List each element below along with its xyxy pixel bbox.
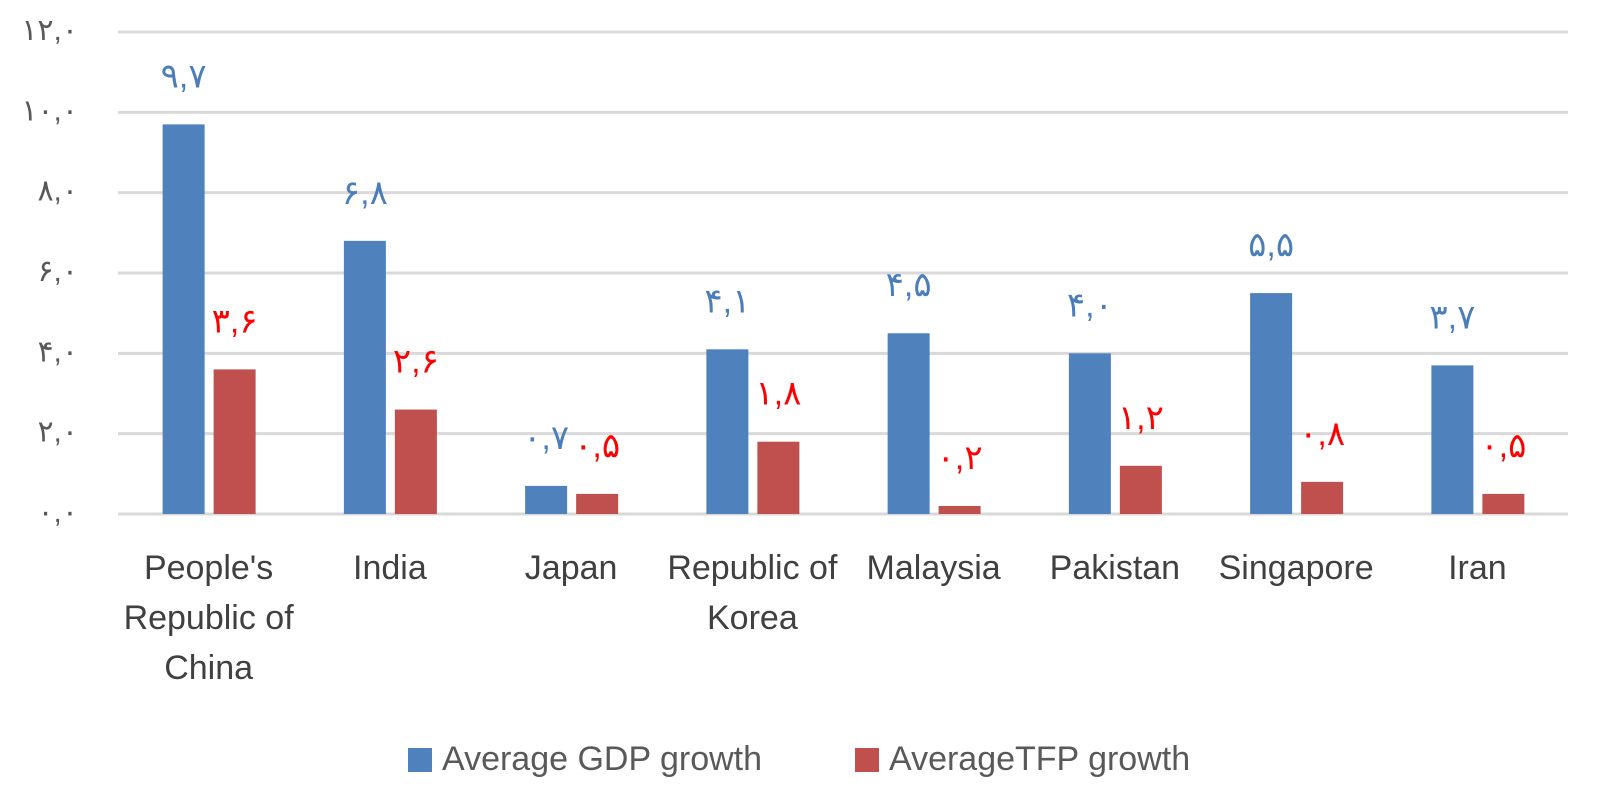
y-tick-label: ۰,۰ (37, 496, 78, 529)
data-label: ۱,۸ (755, 375, 801, 413)
legend-label: AverageTFP growth (889, 740, 1190, 778)
y-tick-label: ۴,۰ (37, 335, 78, 368)
bar (757, 441, 800, 514)
x-tick-label: Iran (1448, 549, 1507, 587)
bar (1119, 465, 1162, 514)
data-label: ۱,۲ (1118, 399, 1164, 437)
y-tick-label: ۲,۰ (37, 416, 78, 449)
legend-swatch (408, 748, 432, 772)
data-label: ۳,۷ (1429, 298, 1475, 336)
x-tick-label: People's Republic of China (123, 549, 294, 687)
bar (162, 124, 205, 514)
bar (1250, 293, 1293, 514)
data-label: ۶,۸ (342, 174, 388, 212)
bar (887, 333, 930, 514)
legend-swatch (855, 748, 879, 772)
bar (525, 485, 568, 514)
data-label: ۹,۷ (161, 57, 207, 95)
bar (706, 349, 749, 514)
x-tick-label: Malaysia (866, 549, 1001, 587)
data-label: ۲,۶ (393, 343, 439, 381)
bar (1431, 365, 1474, 514)
data-label: ۰,۲ (937, 439, 983, 477)
y-tick-label: ۸,۰ (37, 175, 78, 208)
x-tick-label: Republic of Korea (667, 549, 838, 637)
data-label: ۰,۷ (523, 419, 569, 457)
bar (576, 493, 619, 514)
data-label: ۰,۵ (1480, 427, 1526, 465)
bar (343, 240, 386, 514)
data-label: ۳,۶ (212, 302, 258, 340)
data-label: ۰,۸ (1299, 415, 1345, 453)
data-label: ۴,۰ (1067, 286, 1113, 324)
y-tick-label: ۱۰,۰ (21, 94, 78, 127)
x-tick-label: Japan (524, 549, 618, 587)
y-tick-label: ۱۲,۰ (21, 14, 78, 47)
legend-label: Average GDP growth (442, 740, 762, 778)
bar (213, 369, 256, 514)
data-label: ۵,۵ (1248, 226, 1294, 264)
x-tick-label: India (353, 549, 427, 587)
bar (1301, 481, 1344, 514)
bar (938, 505, 981, 514)
y-tick-label: ۶,۰ (37, 255, 78, 288)
bar (394, 409, 437, 514)
x-tick-label: Singapore (1218, 549, 1374, 587)
x-tick-label: Pakistan (1049, 549, 1181, 587)
data-label: ۴,۱ (704, 282, 750, 320)
bar (1482, 493, 1525, 514)
bar (1068, 353, 1111, 514)
data-label: ۴,۵ (886, 266, 932, 304)
data-label: ۰,۵ (574, 427, 620, 465)
